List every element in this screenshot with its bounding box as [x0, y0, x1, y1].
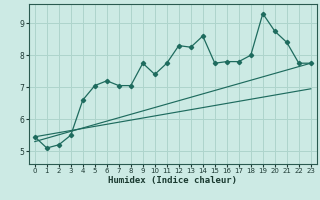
X-axis label: Humidex (Indice chaleur): Humidex (Indice chaleur) [108, 176, 237, 185]
